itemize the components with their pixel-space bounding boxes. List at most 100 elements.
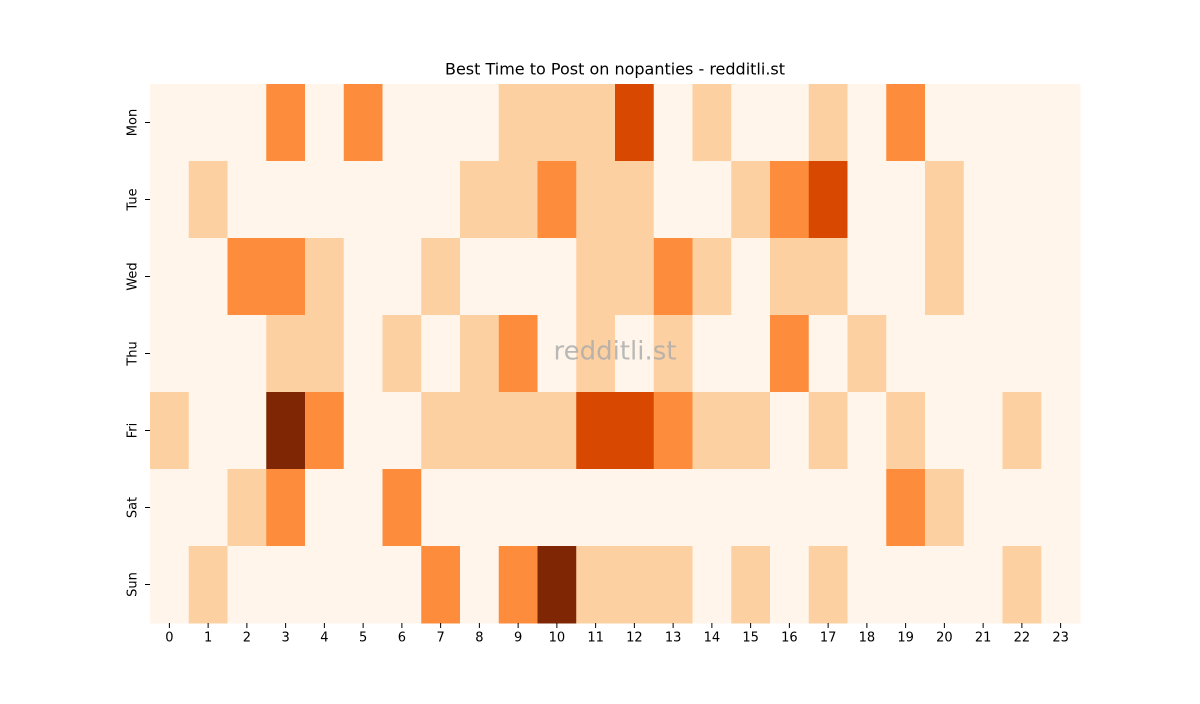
heat-cell [653, 546, 693, 624]
heat-cell [1002, 238, 1042, 316]
heat-cell [537, 161, 577, 239]
heat-cell [343, 315, 383, 393]
heat-cell [847, 161, 887, 239]
heat-cell [808, 161, 848, 239]
heat-cell [460, 546, 500, 624]
x-tick-label: 12 [626, 631, 643, 646]
heat-cell [343, 84, 383, 162]
heat-cell [731, 238, 771, 316]
y-tick-label: Sun [126, 572, 141, 597]
heat-cell [615, 84, 655, 162]
heat-cell [847, 546, 887, 624]
x-tick-label: 18 [859, 631, 876, 646]
heat-cell [305, 392, 345, 470]
x-tick-label: 0 [165, 631, 173, 646]
heat-cell [460, 469, 500, 547]
heat-cell [770, 84, 810, 162]
heat-cell [266, 238, 306, 316]
heat-cell [188, 84, 228, 162]
heat-cell [576, 84, 616, 162]
heat-cell [731, 392, 771, 470]
heat-cell [847, 84, 887, 162]
heat-cell [692, 315, 732, 393]
heat-cell [382, 392, 422, 470]
heat-cell [305, 546, 345, 624]
heat-cell [537, 546, 577, 624]
y-tick-label: Sat [126, 497, 141, 518]
x-tick-label: 2 [243, 631, 251, 646]
x-tick-label: 9 [514, 631, 522, 646]
heat-cell [692, 84, 732, 162]
watermark: redditli.st [554, 337, 677, 367]
x-tick-label: 22 [1014, 631, 1031, 646]
heat-cell [886, 161, 926, 239]
heat-cell [498, 469, 538, 547]
heat-cell [498, 238, 538, 316]
heat-cell [382, 546, 422, 624]
heat-cell [227, 546, 267, 624]
heat-cell [1041, 546, 1081, 624]
heat-cell [266, 392, 306, 470]
y-tick-label: Mon [126, 109, 141, 136]
heat-cell [925, 84, 965, 162]
heat-cell [770, 546, 810, 624]
heat-cell [847, 315, 887, 393]
heat-cell [1002, 315, 1042, 393]
heat-cell [266, 84, 306, 162]
heat-cell [150, 546, 190, 624]
heat-cell [188, 392, 228, 470]
heat-cell [421, 315, 461, 393]
heat-cell [227, 469, 267, 547]
x-tick-label: 6 [398, 631, 406, 646]
heat-cell [615, 238, 655, 316]
heat-cell [382, 84, 422, 162]
heat-cell [963, 315, 1003, 393]
heat-cell [847, 238, 887, 316]
heat-cell [963, 161, 1003, 239]
heat-cell [1041, 161, 1081, 239]
x-tick-label: 3 [281, 631, 289, 646]
heat-cell [227, 392, 267, 470]
heat-cell [770, 392, 810, 470]
heat-cell [808, 315, 848, 393]
x-tick-label: 13 [665, 631, 682, 646]
heat-cell [343, 392, 383, 470]
heat-cell [808, 84, 848, 162]
heat-cell [305, 315, 345, 393]
y-tick-label: Tue [126, 188, 141, 211]
heat-cell [963, 392, 1003, 470]
heat-cell [925, 546, 965, 624]
x-tick-label: 14 [704, 631, 721, 646]
heat-cell [227, 238, 267, 316]
heat-cell [150, 238, 190, 316]
heat-cell [963, 546, 1003, 624]
heat-cell [576, 469, 616, 547]
heat-cell [266, 315, 306, 393]
heat-cell [925, 392, 965, 470]
heat-cell [692, 161, 732, 239]
x-tick-label: 20 [936, 631, 953, 646]
heat-cell [576, 238, 616, 316]
heat-cell [460, 238, 500, 316]
heat-cell [227, 161, 267, 239]
heat-cell [653, 238, 693, 316]
heat-cell [576, 315, 616, 393]
x-tick-label: 10 [549, 631, 566, 646]
heat-cell [382, 161, 422, 239]
y-tick-label: Fri [126, 423, 141, 439]
heat-cell [421, 392, 461, 470]
heat-cell [963, 84, 1003, 162]
x-tick-label: 21 [975, 631, 992, 646]
heat-cell [343, 469, 383, 547]
heat-cell [305, 84, 345, 162]
heat-cell [150, 392, 190, 470]
heat-cell [925, 161, 965, 239]
x-tick-label: 1 [204, 631, 212, 646]
heat-cell [537, 315, 577, 393]
heat-cell [731, 546, 771, 624]
heat-cell [421, 469, 461, 547]
x-tick-label: 11 [587, 631, 604, 646]
heat-cell [1002, 84, 1042, 162]
heat-cell [1041, 392, 1081, 470]
